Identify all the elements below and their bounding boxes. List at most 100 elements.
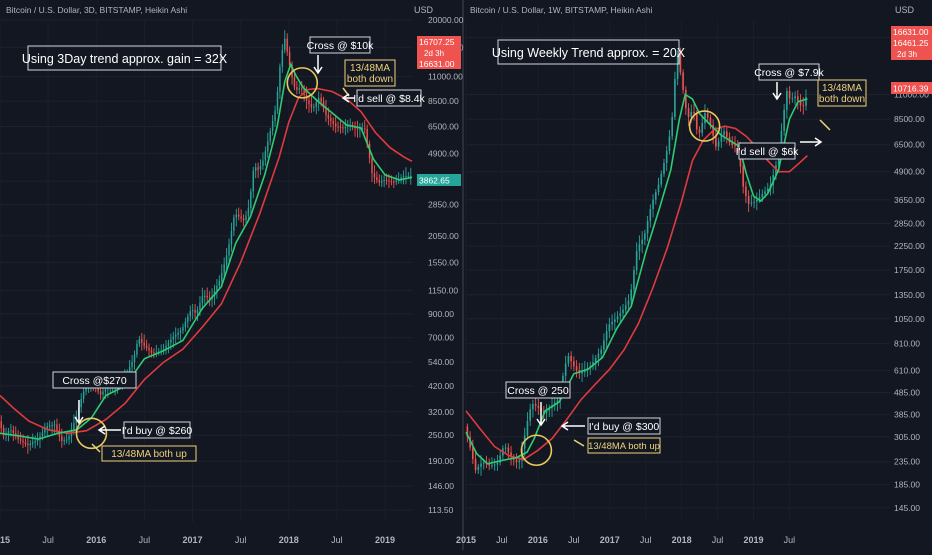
- left-price-tag-high: 16707.25: [419, 37, 455, 47]
- left-candle-body: [310, 104, 313, 108]
- right-candle-body: [534, 404, 537, 406]
- left-candle-body: [223, 264, 225, 274]
- right-candle-body: [518, 460, 521, 463]
- right-candle-body: [704, 113, 706, 124]
- left-candle-body: [131, 361, 133, 368]
- left-candle-body: [298, 88, 301, 90]
- right-candle-body: [693, 111, 695, 114]
- right-y-tick-label: 145.00: [894, 503, 920, 513]
- right-candle-body: [654, 192, 657, 200]
- left-candle-body: [407, 175, 410, 177]
- right-candle-body: [567, 355, 570, 364]
- right-candle-body: [507, 447, 510, 453]
- left-cross-arrow: [74, 400, 84, 425]
- right-candle-body: [526, 420, 529, 436]
- left-candle-body: [257, 167, 259, 170]
- right-candle-body: [671, 116, 673, 137]
- right-candle-body: [545, 410, 548, 414]
- right-candle-body: [630, 289, 633, 301]
- right-candle-body: [474, 459, 477, 471]
- right-cross-arrow: [536, 402, 546, 427]
- left-candle-body: [267, 141, 269, 152]
- left-candle-body: [240, 216, 242, 219]
- right-candle-body: [603, 340, 605, 350]
- left-y-tick-label: 8500.00: [428, 96, 459, 106]
- right-candle-body: [499, 455, 501, 463]
- left-candle-body: [172, 336, 175, 340]
- left-candle-body: [19, 439, 22, 441]
- left-candle-body: [388, 180, 390, 182]
- left-candle-body: [199, 303, 201, 310]
- left-title-text: Using 3Day trend approx. gain = 32X: [22, 52, 228, 66]
- right-candle-body: [477, 466, 480, 471]
- left-candle-body: [167, 342, 170, 346]
- left-candle-body: [145, 345, 148, 348]
- left-y-tick-label: 6500.00: [428, 121, 459, 131]
- left-ma48-line: [0, 87, 413, 435]
- left-candle-body: [378, 180, 381, 183]
- left-candle-body: [221, 273, 223, 281]
- left-candle-body: [218, 280, 221, 286]
- right-candle-body: [493, 464, 496, 466]
- left-both-up-label: 13/48MA both up: [111, 449, 187, 460]
- right-x-tick-label: Jul: [640, 535, 652, 545]
- right-candle-body: [583, 370, 586, 373]
- left-candle-body: [317, 97, 320, 103]
- left-price-tag-box: [417, 36, 461, 69]
- right-buy-label-box: [587, 417, 661, 435]
- left-candle-body: [337, 126, 339, 128]
- right-candle-body: [504, 447, 507, 449]
- left-y-tick-label: 1150.00: [428, 286, 458, 296]
- right-candle-body: [799, 100, 802, 106]
- left-currency-label: USD: [414, 5, 434, 15]
- right-up-arrow: [573, 439, 585, 447]
- right-candle-body: [758, 197, 761, 200]
- left-candle-body: [262, 160, 264, 166]
- left-candle-body: [68, 436, 70, 440]
- right-both-down-label-2: both down: [819, 94, 865, 105]
- left-candle-body: [288, 51, 291, 65]
- right-both-up-box: [587, 437, 661, 454]
- left-x-tick-label: 2015: [0, 535, 10, 545]
- left-cross-label-box: [52, 371, 137, 389]
- left-candle-body: [99, 391, 102, 395]
- left-candle-body: [80, 398, 82, 408]
- left-both-down-label-1: 13/48MA: [350, 63, 390, 74]
- left-candle-body: [143, 342, 145, 346]
- left-candle-body: [191, 310, 194, 312]
- right-candle-body: [548, 407, 551, 411]
- left-ma13-line: [0, 62, 413, 440]
- right-cross-circle: [688, 110, 721, 142]
- left-candle-body: [339, 126, 342, 128]
- left-candle-body: [254, 167, 257, 171]
- right-buy-arrow: [560, 421, 585, 431]
- left-candle-body: [51, 425, 53, 427]
- right-candle-body: [581, 372, 583, 374]
- right-candle-body: [605, 331, 608, 341]
- right-price-tag-time: 2d 3h: [897, 50, 917, 59]
- left-candle-body: [82, 391, 85, 399]
- right-candle-body: [619, 313, 622, 317]
- left-candle-body: [204, 295, 206, 297]
- left-x-tick-label: Jul: [42, 535, 54, 545]
- left-cross-top-arrow: [313, 55, 323, 75]
- left-candle-body: [46, 426, 48, 430]
- right-candle-body: [515, 459, 518, 463]
- right-y-tick-label: 2850.00: [894, 218, 925, 228]
- left-candle-body: [136, 343, 138, 355]
- right-candle-body: [761, 194, 764, 198]
- left-buy-label-box: [123, 421, 191, 439]
- right-candle-body: [720, 134, 723, 142]
- right-candle-body: [600, 349, 602, 354]
- right-candle-body: [668, 136, 671, 151]
- left-candle-body: [184, 321, 187, 328]
- left-candle-body: [279, 66, 281, 92]
- right-y-tick-label: 1350.00: [894, 290, 925, 300]
- left-candle-body: [242, 218, 245, 221]
- left-candle-body: [141, 339, 143, 343]
- left-cross-top-box: [309, 36, 371, 54]
- right-currency-label: USD: [895, 5, 915, 15]
- left-candle-body: [41, 432, 44, 437]
- right-candle-body: [627, 300, 630, 306]
- left-candle-body: [334, 123, 337, 127]
